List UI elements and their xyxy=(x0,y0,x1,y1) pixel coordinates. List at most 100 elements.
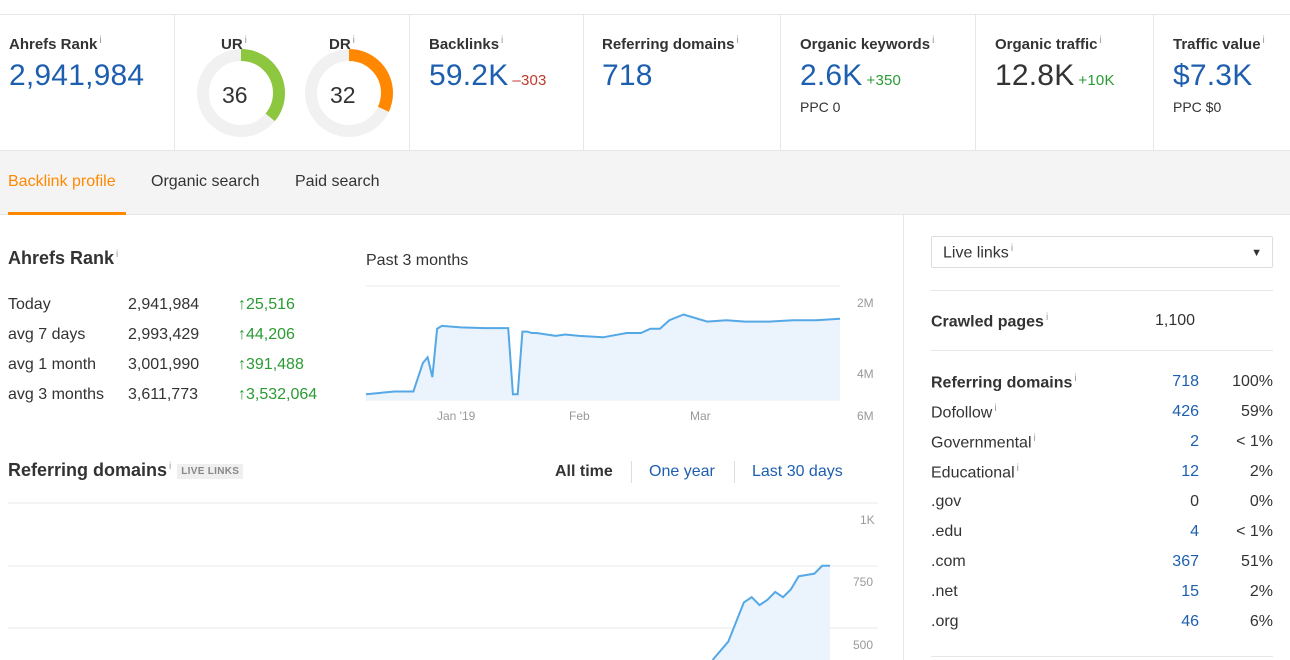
info-icon[interactable]: i xyxy=(116,249,119,260)
arrow-up-icon: ↑ xyxy=(238,356,246,373)
divider xyxy=(931,656,1273,657)
metric-label: Traffic value xyxy=(1173,36,1261,53)
y-tick-label: 6M xyxy=(857,409,874,423)
dr-gauge-ring xyxy=(305,49,393,137)
period-one-year[interactable]: One year xyxy=(649,463,715,480)
rank-row-label: avg 7 days xyxy=(8,326,86,343)
info-icon[interactable]: i xyxy=(244,35,247,46)
metric-sub: PPC 0 xyxy=(800,99,841,115)
rank-delta-value: 25,516 xyxy=(246,296,295,313)
metric-backlinks[interactable]: Backlinks i 59.2K –303 xyxy=(410,15,584,150)
period-all-time[interactable]: All time xyxy=(555,463,613,480)
rd-row-pct: 51% xyxy=(1240,553,1273,570)
rd-row-value[interactable]: 4 xyxy=(1190,523,1199,540)
info-icon[interactable]: i xyxy=(1074,373,1077,384)
ur-gauge[interactable]: UR i 36 xyxy=(191,35,291,145)
info-icon[interactable]: i xyxy=(932,35,935,46)
metric-ahrefs-rank[interactable]: Ahrefs Rank i 2,941,984 xyxy=(0,15,175,150)
info-icon[interactable]: i xyxy=(994,403,997,414)
referring-domains-chart[interactable] xyxy=(0,495,880,660)
rd-row-value[interactable]: 2 xyxy=(1190,433,1199,450)
rd-row-label: .com xyxy=(931,553,966,570)
info-icon[interactable]: i xyxy=(501,35,504,46)
metric-delta: +10K xyxy=(1078,72,1115,89)
rd-row-value[interactable]: 15 xyxy=(1181,583,1199,600)
dr-label: DR xyxy=(329,36,351,53)
rd-row-label: Educational i xyxy=(931,463,1019,482)
active-tab-indicator xyxy=(8,212,126,215)
ahrefs-rank-chart[interactable] xyxy=(360,280,880,430)
info-icon[interactable]: i xyxy=(99,35,102,46)
links-filter-select[interactable]: Live links i ▼ xyxy=(931,236,1273,268)
arrow-up-icon: ↑ xyxy=(238,386,246,403)
ur-gauge-ring xyxy=(197,49,285,137)
rank-row-label: Today xyxy=(8,296,51,313)
info-icon[interactable]: i xyxy=(169,461,172,472)
metric-value: 718 xyxy=(602,59,653,92)
rd-row-label: .org xyxy=(931,613,959,630)
divider xyxy=(931,350,1273,351)
rd-row-value[interactable]: 718 xyxy=(1172,373,1199,390)
metric-ur-dr: UR i 36 DR i 32 xyxy=(175,15,410,150)
rank-row-value: 2,993,429 xyxy=(128,326,200,343)
select-value: Live links xyxy=(943,244,1009,262)
metric-label: Organic keywords xyxy=(800,36,931,53)
dr-gauge[interactable]: DR i 32 xyxy=(299,35,399,145)
dropdown-arrow-icon: ▼ xyxy=(1251,247,1262,259)
x-tick-label: Jan '19 xyxy=(437,409,476,423)
rank-row-value: 3,611,773 xyxy=(128,386,198,403)
tab-backlink-profile[interactable]: Backlink profile xyxy=(8,173,116,190)
info-icon[interactable]: i xyxy=(1033,433,1036,444)
rank-row-value: 3,001,990 xyxy=(128,356,200,373)
rd-row-value[interactable]: 426 xyxy=(1172,403,1199,420)
section-title-text: Referring domains xyxy=(8,460,168,480)
rd-row-label: Governmental i xyxy=(931,433,1036,452)
tab-organic-search[interactable]: Organic search xyxy=(151,173,260,190)
metric-organic-keywords[interactable]: Organic keywords i 2.6K +350 PPC 0 xyxy=(781,15,976,150)
metric-referring-domains[interactable]: Referring domains i 718 xyxy=(584,15,781,150)
info-icon[interactable]: i xyxy=(1099,35,1102,46)
metric-delta: +350 xyxy=(866,72,902,89)
rd-row-label: .net xyxy=(931,583,958,600)
info-icon[interactable]: i xyxy=(1016,463,1019,474)
arrow-up-icon: ↑ xyxy=(238,326,246,343)
tab-paid-search[interactable]: Paid search xyxy=(295,173,380,190)
rank-series-line xyxy=(365,313,841,396)
rank-row-delta: ↑391,488 xyxy=(238,356,304,374)
tab-bar: Backlink profile Organic search Paid sea… xyxy=(0,151,1290,215)
rd-row-pct: < 1% xyxy=(1236,433,1273,450)
metric-value: 2.6K xyxy=(800,59,863,92)
live-links-badge: LIVE LINKS xyxy=(177,463,244,479)
rd-row-value[interactable]: 46 xyxy=(1181,613,1199,630)
ur-value: 36 xyxy=(222,82,248,108)
metric-value: $7.3K xyxy=(1173,59,1253,92)
info-icon[interactable]: i xyxy=(736,35,739,46)
column-divider xyxy=(903,215,904,660)
info-icon[interactable]: i xyxy=(1045,312,1049,323)
metric-label: Ahrefs Rank xyxy=(9,36,98,53)
rd-series-line xyxy=(711,564,830,660)
info-icon[interactable]: i xyxy=(1010,243,1014,254)
period-separator xyxy=(734,461,735,483)
rd-area-fill xyxy=(712,565,830,660)
rank-row-label: avg 1 month xyxy=(8,356,97,373)
rank-chart-caption: Past 3 months xyxy=(366,252,469,269)
y-tick-label: 4M xyxy=(857,367,874,381)
y-tick-label: 500 xyxy=(853,638,874,652)
metric-label: Organic traffic xyxy=(995,36,1098,53)
x-tick-label: Feb xyxy=(569,409,590,423)
rd-row-value[interactable]: 12 xyxy=(1181,463,1199,480)
section-title-text: Ahrefs Rank xyxy=(8,248,115,268)
rd-row-label: .gov xyxy=(931,493,962,510)
metric-traffic-value[interactable]: Traffic value i $7.3K PPC $0 xyxy=(1154,15,1290,150)
rd-row-value[interactable]: 367 xyxy=(1172,553,1199,570)
crawled-pages-value: 1,100 xyxy=(1155,312,1196,329)
info-icon[interactable]: i xyxy=(352,35,355,46)
period-last-30-days[interactable]: Last 30 days xyxy=(752,463,843,480)
metric-organic-traffic[interactable]: Organic traffic i 12.8K +10K xyxy=(976,15,1154,150)
metric-value: 59.2K xyxy=(429,59,509,92)
rank-delta-value: 44,206 xyxy=(246,326,295,343)
rd-row-pct: 59% xyxy=(1240,403,1273,420)
rd-row-pct: 0% xyxy=(1249,493,1273,510)
info-icon[interactable]: i xyxy=(1262,35,1265,46)
